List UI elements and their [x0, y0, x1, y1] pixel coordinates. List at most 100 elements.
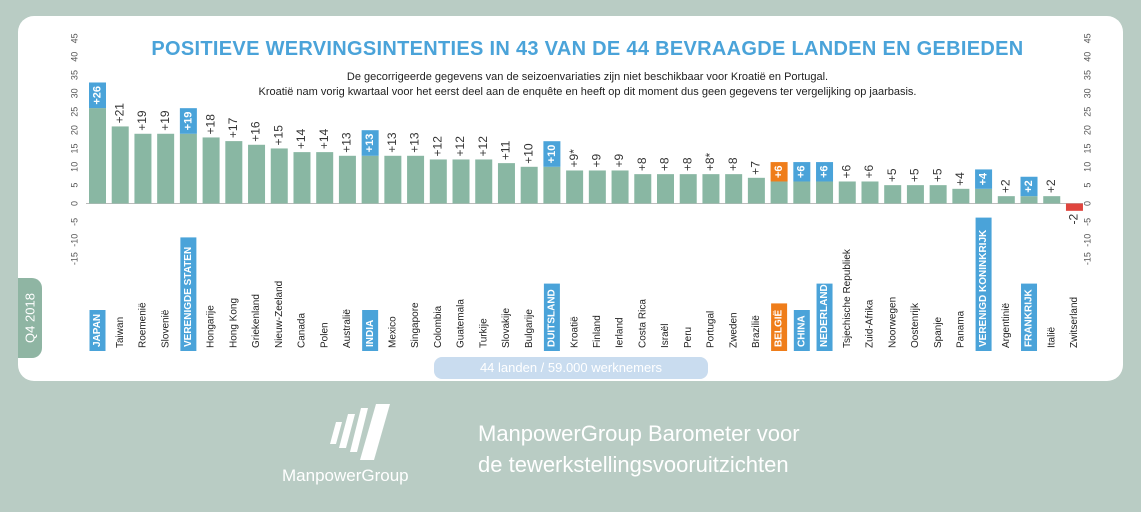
- category-label-badge: [89, 310, 106, 351]
- bar: [316, 152, 334, 204]
- category-label: Nieuw-Zeeland: [274, 281, 285, 348]
- bar: [134, 133, 152, 204]
- value-label: +9: [590, 153, 604, 167]
- value-label: +13: [340, 132, 354, 153]
- category-label: FRANKRIJK: [1024, 288, 1035, 347]
- bar: [157, 133, 175, 204]
- category-label: Kroatië: [569, 316, 580, 348]
- value-label: +16: [249, 121, 263, 142]
- value-label: +6: [818, 166, 830, 179]
- value-label: +9*: [567, 149, 581, 168]
- category-label: Spanje: [933, 316, 944, 348]
- category-label: CHINA: [796, 315, 807, 347]
- y-tick-label-left: 35: [69, 70, 79, 80]
- category-label-badge: [816, 283, 833, 351]
- bar: [543, 166, 561, 204]
- bar: [588, 170, 606, 204]
- y-tick-label-left: 5: [69, 183, 79, 188]
- value-label: +14: [317, 128, 331, 149]
- bar: [816, 181, 834, 204]
- bar: [679, 174, 697, 204]
- y-tick-label-right: 0: [1082, 201, 1092, 206]
- value-label: +13: [364, 134, 376, 153]
- bar: [725, 174, 743, 204]
- y-tick-label-right: 40: [1082, 52, 1092, 62]
- y-tick-label-right: 10: [1082, 162, 1092, 172]
- bar: [906, 185, 924, 204]
- bar: [952, 188, 970, 204]
- bar: [225, 141, 243, 204]
- category-label: Griekenland: [251, 294, 262, 348]
- y-tick-label-right: -5: [1082, 218, 1092, 226]
- bar: [1043, 196, 1061, 204]
- bar: [248, 144, 266, 204]
- value-label: +21: [112, 103, 126, 124]
- value-label: +12: [430, 136, 444, 157]
- category-label: Turkije: [478, 318, 489, 348]
- bar: [384, 155, 402, 204]
- chart-subtitle-line1: De gecorrigeerde gegevens van de seizoen…: [346, 71, 829, 83]
- category-label: Finland: [592, 315, 603, 348]
- bar: [1020, 196, 1038, 204]
- category-label: Slovakije: [501, 308, 512, 348]
- value-label: +8: [726, 157, 740, 171]
- value-label-badge: [361, 130, 379, 156]
- bar: [89, 108, 106, 204]
- category-label: Panama: [956, 310, 967, 348]
- value-label: +13: [408, 132, 422, 153]
- bar: [270, 148, 288, 204]
- value-label: +17: [226, 117, 240, 138]
- y-tick-label-right: 30: [1082, 88, 1092, 98]
- category-label-badge: [362, 310, 379, 351]
- category-label: BELGIË: [772, 309, 785, 347]
- bar: [361, 155, 379, 204]
- bar: [475, 159, 493, 204]
- value-label: +12: [476, 136, 490, 157]
- value-label: +8*: [703, 152, 717, 171]
- bar: [407, 155, 425, 204]
- category-label: Canada: [297, 313, 308, 348]
- value-label-badge: [975, 169, 993, 189]
- value-label: +14: [294, 128, 308, 149]
- bar: [634, 174, 652, 204]
- value-label: +6: [839, 164, 853, 178]
- value-label-badge: [793, 162, 811, 182]
- category-label: VERENIGDE STATEN: [183, 247, 194, 347]
- bar: [611, 170, 629, 204]
- bar: [520, 166, 538, 204]
- chart-subtitle-line2: Kroatië nam vorig kwartaal voor het eers…: [258, 86, 917, 98]
- value-label: +19: [158, 110, 172, 131]
- bar: [293, 152, 311, 204]
- category-label: Hong Kong: [228, 298, 239, 348]
- y-tick-label-right: -10: [1082, 234, 1092, 247]
- value-label-badge: [543, 141, 561, 167]
- bar: [657, 174, 674, 204]
- y-tick-label-left: 0: [69, 201, 79, 206]
- bar: [179, 133, 197, 204]
- bar: [452, 159, 470, 204]
- bar: [338, 155, 356, 204]
- value-label: +19: [182, 112, 194, 131]
- y-tick-label-left: -5: [69, 218, 79, 226]
- category-label-badge: [771, 303, 788, 351]
- value-label: +4: [977, 172, 989, 185]
- bar: [702, 174, 720, 204]
- y-tick-label-left: 25: [69, 107, 79, 117]
- value-label: +8: [658, 157, 672, 171]
- value-label: +7: [749, 161, 763, 175]
- value-label: +12: [453, 136, 467, 157]
- y-tick-label-left: -15: [69, 252, 79, 265]
- category-label-badge: [793, 310, 810, 351]
- value-label: +2: [1023, 180, 1035, 193]
- bar: [770, 181, 788, 204]
- y-tick-label-right: 25: [1082, 107, 1092, 117]
- value-label: +10: [546, 145, 558, 164]
- value-label: +11: [499, 140, 513, 160]
- category-label: INDIA: [365, 320, 376, 347]
- category-label: Bulgarije: [524, 309, 535, 348]
- bar: [497, 163, 515, 204]
- category-label: Italië: [1046, 326, 1057, 348]
- value-label: +4: [953, 172, 967, 186]
- category-label: Portugal: [706, 311, 717, 348]
